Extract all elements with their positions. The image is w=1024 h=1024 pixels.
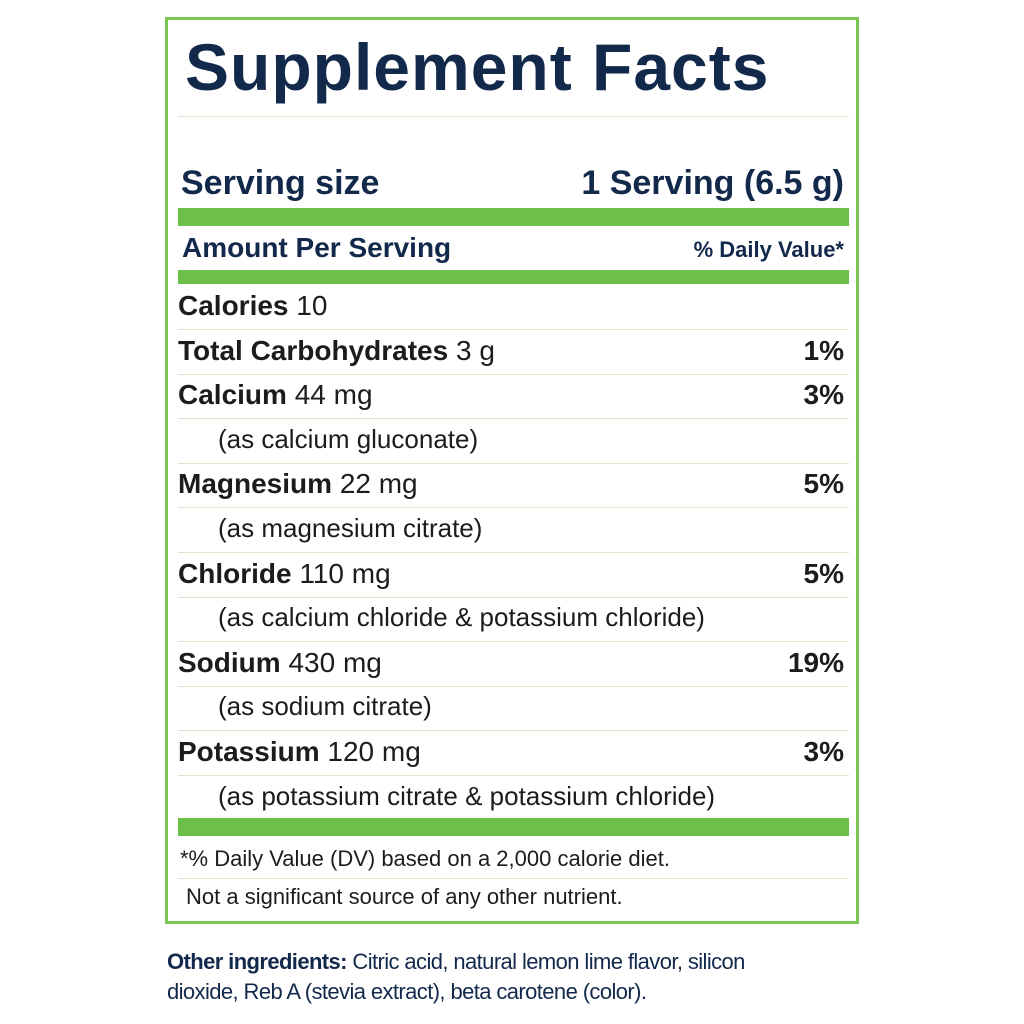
divider-bar (178, 208, 849, 226)
separator (178, 373, 849, 375)
label-border (165, 17, 859, 924)
nutrient-amount: 22 mg (339, 468, 418, 500)
nutrient-dv: 19% (787, 646, 844, 678)
separator (178, 775, 849, 776)
separator (178, 507, 849, 509)
nutrient-amount: 430 mg (288, 646, 382, 678)
nutrient-dv: 5% (803, 468, 844, 500)
serving-value: 1 Serving (6.5 g) (581, 164, 844, 202)
serving-label: Serving size (181, 164, 380, 202)
separator (178, 596, 849, 598)
other-ingredients-text: Citric acid, natural lemon lime flavor, … (167, 949, 745, 1004)
footnote: *% Daily Value (DV) based on a 2,000 cal… (180, 846, 670, 871)
nutrient-line: Chloride 110 mg (178, 557, 391, 589)
nutrient-source: (as calcium chloride & potassium chlorid… (218, 602, 705, 633)
nutrient-name: Potassium (178, 736, 320, 767)
separator (178, 878, 849, 879)
nutrient-source: (as calcium gluconate) (218, 423, 479, 454)
separator (178, 685, 849, 687)
nutrient-amount: 3 g (455, 334, 495, 366)
nutrient-amount: 110 mg (299, 557, 391, 589)
nutrient-source: (as potassium citrate & potassium chlori… (218, 780, 716, 811)
nutrient-name: Calories (178, 290, 289, 321)
nutrient-name: Magnesium (178, 468, 333, 500)
nutrient-line: Calcium 44 mg (178, 381, 373, 409)
nutrient-line: Total Carbohydrates 3 g (178, 334, 495, 366)
nutrient-name: Sodium (178, 646, 281, 678)
nutrient-line: Calories 10 (178, 292, 327, 320)
nutrient-amount: 120 mg (327, 736, 421, 767)
nutrient-name: Total Carbohydrates (178, 334, 449, 366)
nutrient-dv: 5% (803, 557, 844, 589)
nutrient-source: (as magnesium citrate) (218, 513, 483, 543)
divider-bar (178, 818, 849, 836)
separator (178, 462, 849, 464)
nutrient-line: Sodium 430 mg (178, 646, 382, 678)
separator (178, 641, 849, 643)
nutrient-dv: 1% (803, 334, 844, 366)
nutrient-line: Potassium 120 mg (178, 738, 421, 766)
nutrient-dv: 3% (803, 379, 844, 411)
nutrient-name: Calcium (178, 379, 287, 411)
separator (178, 730, 849, 732)
footnote: Not a significant source of any other nu… (186, 884, 623, 909)
amount-header: Amount Per Serving (182, 232, 452, 263)
other-ingredients: Other ingredients: Citric acid, natural … (167, 947, 767, 1007)
nutrient-line: Magnesium 22 mg (178, 470, 418, 498)
nutrient-amount: 10 (296, 290, 328, 321)
nutrient-name: Chloride (178, 557, 292, 589)
separator (178, 552, 849, 553)
nutrient-source: (as sodium citrate) (218, 691, 432, 722)
nutrient-amount: 44 mg (294, 379, 373, 411)
title: Supplement Facts (185, 30, 770, 104)
separator (178, 116, 849, 117)
divider-bar (178, 270, 849, 284)
nutrient-dv: 3% (803, 736, 844, 767)
separator (178, 329, 849, 330)
other-ingredients-label: Other ingredients: (167, 949, 347, 974)
separator (178, 418, 849, 420)
dv-header: % Daily Value* (693, 237, 844, 262)
